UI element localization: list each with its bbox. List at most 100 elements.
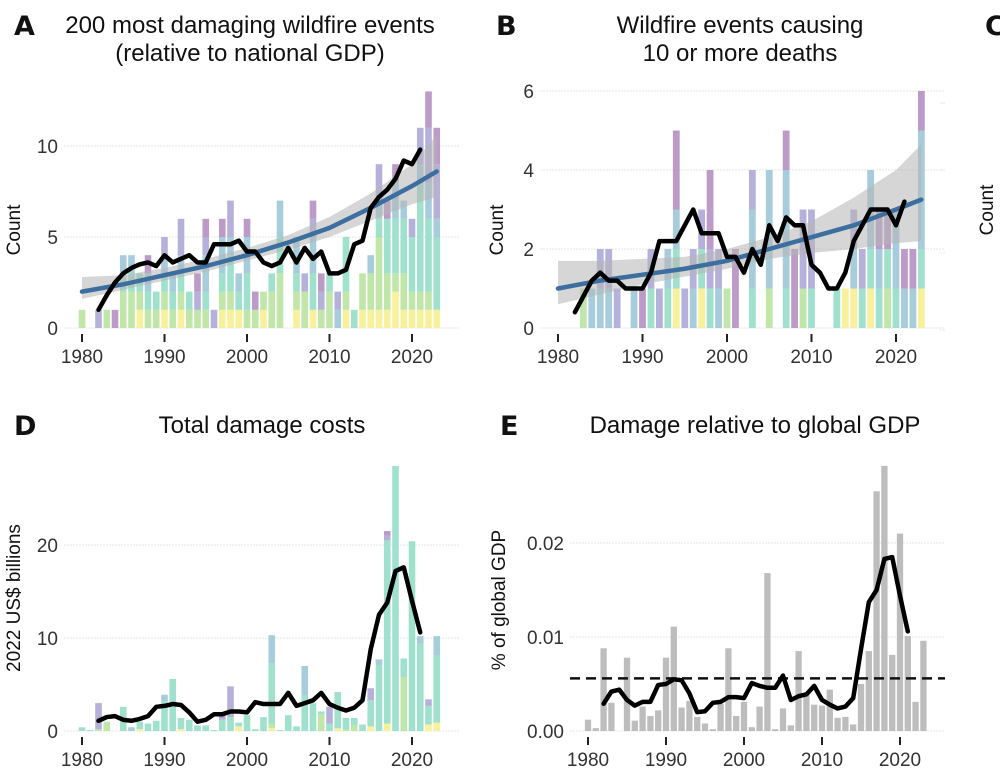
panel-a-bar-segment — [227, 255, 234, 292]
panel-e-bar — [686, 700, 693, 731]
panel-a-bar-segment — [408, 218, 416, 237]
panel-b-bar-segment — [689, 288, 697, 328]
panel-b-bar-segment — [858, 288, 866, 328]
panel-a-bar-segment — [425, 291, 432, 310]
panel-b-rolling-mean-line — [572, 199, 907, 315]
panel-letter-d: D — [14, 411, 36, 442]
panel-a-bar-segment — [177, 309, 185, 328]
panel-a-bar-segment — [433, 218, 441, 237]
panel-a-bar-segment — [400, 200, 408, 219]
panel-a-bar-segment — [309, 309, 317, 328]
panel-a-bar-segment — [202, 291, 210, 310]
panel-d-bar-segment — [392, 465, 399, 731]
panel-b-bar-segment — [791, 249, 798, 328]
panel-d-bar-segment — [350, 717, 358, 726]
panel-d-axes: 1980 1990 2000 2010 2020 — [61, 737, 433, 769]
panel-a-bar-segment — [177, 291, 185, 310]
panel-e-title: Damage relative to global GDP — [590, 412, 921, 439]
panel-a-bar-segment — [202, 218, 210, 237]
panel-b-bar-segment — [917, 288, 925, 328]
panel-e-bar — [701, 723, 709, 731]
panel-b-x-tick-label: 1990 — [621, 347, 663, 368]
panel-a-bar-segment — [136, 291, 144, 310]
panel-d-bar-segment — [317, 711, 325, 715]
panel-e-x-tick-label: 2000 — [723, 750, 765, 769]
panel-e-bar — [865, 651, 872, 731]
panel-a-bar-segment — [293, 291, 300, 310]
panel-e-bar — [600, 648, 607, 731]
panel-a-bar-segment — [416, 291, 424, 310]
panel-a-bar-segment — [194, 309, 201, 328]
panel-a-bar-segment — [293, 309, 300, 328]
panel-b-bar-segment — [867, 249, 875, 289]
panel-d-bar-segment — [301, 665, 309, 696]
panel-a-bar-segment — [326, 291, 333, 328]
panel-d-bar-segment — [293, 726, 300, 731]
panel-c-y-axis-label: Count — [977, 184, 998, 235]
panel-d-bar-segment — [383, 540, 391, 724]
panel-a-bar-segment — [375, 164, 383, 201]
panel-e-bar — [694, 716, 701, 731]
panel-b-bar-segment — [672, 130, 680, 210]
panel-d-bar-segment — [400, 677, 408, 731]
panel-d-bar-segment — [235, 722, 243, 727]
panel-a-bar-segment — [416, 182, 424, 292]
panel-e-bar — [912, 701, 919, 731]
panel-d-bar-segment — [128, 727, 135, 731]
panel-e-bar — [896, 533, 904, 731]
panel-b-bar-segment — [901, 288, 908, 328]
panel-a-bar-segment — [375, 309, 383, 328]
panel-a-bar-segment — [161, 255, 168, 274]
panel-b-bar-segment — [782, 288, 790, 328]
panel-e-bar — [584, 719, 592, 731]
panel-a-bar-segment — [218, 218, 226, 237]
panel-a-bar-segment — [293, 273, 300, 292]
panel-a-bar-segment — [317, 273, 325, 292]
panel-b-x-tick-label: 1980 — [537, 347, 579, 368]
panel-a-rolling-mean — [96, 147, 423, 313]
panel-a-y-axis-label: Count — [4, 204, 25, 255]
panel-b-bar-segment — [672, 288, 680, 328]
panel-a-trend-line — [79, 169, 439, 294]
panel-e-bar — [857, 684, 865, 731]
panel-e-bar — [795, 651, 802, 731]
panel-e-bar — [842, 716, 849, 731]
panel-d-bar-segment — [95, 703, 102, 730]
panel-b-bar-segment — [884, 249, 891, 289]
panel-d-x-tick-label: 1990 — [143, 750, 185, 769]
panel-a-bar-segment — [128, 291, 135, 328]
panel-d-bar-segment — [161, 701, 168, 731]
panel-e-bar — [920, 640, 927, 731]
panel-b-bar-segment — [706, 170, 714, 249]
panel-b-bar-segment — [748, 170, 756, 210]
panel-a: A 200 most damaging wildfire events (rel… — [4, 11, 460, 368]
panel-d-bar-segment — [383, 723, 391, 731]
panel-e-bar — [725, 648, 732, 731]
panel-d-bar-segment — [194, 725, 201, 731]
panel-e-bar — [889, 654, 896, 731]
panel-b: B Wildfire events causing 10 or more dea… — [487, 11, 945, 368]
panel-a-bar-segment — [268, 291, 276, 328]
panel-a-title-line-2: (relative to national GDP) — [115, 40, 384, 67]
panel-d-bar-segment — [425, 724, 432, 731]
panel-a-bar-segment — [152, 291, 160, 310]
panel-b-bar-segment — [765, 288, 773, 328]
panel-e-y-tick-label: 0.00 — [527, 722, 564, 743]
panel-a-bar-segment — [400, 273, 408, 310]
panel-a-bar-segment — [392, 164, 399, 183]
panel-e-bar — [662, 657, 670, 731]
panel-e-bar — [647, 715, 654, 731]
panel-e-bar — [764, 573, 771, 731]
panel-b-bar-segment — [579, 288, 587, 328]
panel-a-bar-segment — [375, 237, 383, 310]
panel-d-y-axis-label: 2022 US$ billions — [4, 524, 25, 672]
panel-b-bar-segment — [664, 288, 672, 328]
panel-a-bar-segment — [383, 309, 391, 328]
panel-b-bar-segment — [588, 288, 596, 328]
panel-b-bar-segment — [782, 130, 790, 170]
panel-b-y-tick-label: 4 — [523, 161, 534, 182]
panel-b-confidence-band-area — [558, 144, 922, 305]
panel-e-bar — [811, 704, 818, 731]
panel-a-bar-segment — [342, 291, 350, 310]
panel-a-title-line-1: 200 most damaging wildfire events — [65, 12, 435, 39]
